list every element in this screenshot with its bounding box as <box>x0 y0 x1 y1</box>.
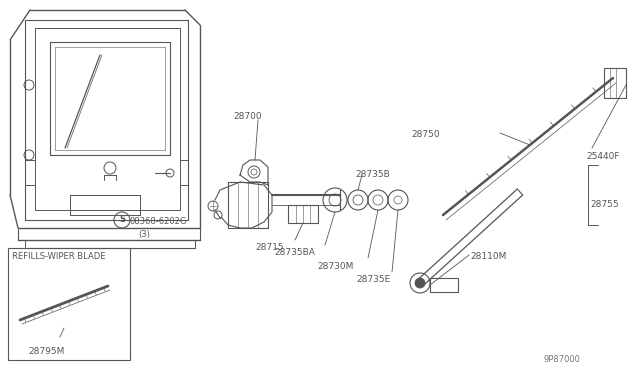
Text: 28735BA: 28735BA <box>275 248 316 257</box>
Bar <box>604 68 626 98</box>
Bar <box>8 248 130 360</box>
Circle shape <box>415 278 425 288</box>
Text: 28700: 28700 <box>234 112 262 121</box>
Bar <box>288 205 318 223</box>
Text: 28715: 28715 <box>256 243 284 252</box>
Text: 28735E: 28735E <box>356 275 390 284</box>
Text: S: S <box>119 215 125 224</box>
Text: 28735B: 28735B <box>355 170 390 179</box>
Bar <box>430 278 458 292</box>
Text: REFILLS-WIPER BLADE: REFILLS-WIPER BLADE <box>12 252 106 261</box>
Text: 28755: 28755 <box>590 200 619 209</box>
Text: (3): (3) <box>138 230 150 239</box>
Text: 25440F: 25440F <box>586 152 620 161</box>
Text: 08368-6202G: 08368-6202G <box>130 217 188 226</box>
Bar <box>228 182 268 228</box>
Text: 28730M: 28730M <box>318 262 354 271</box>
Text: 28110M: 28110M <box>470 252 506 261</box>
Text: 9P87000: 9P87000 <box>543 355 580 364</box>
Text: 28750: 28750 <box>412 130 440 139</box>
Text: 28795M: 28795M <box>28 347 65 356</box>
